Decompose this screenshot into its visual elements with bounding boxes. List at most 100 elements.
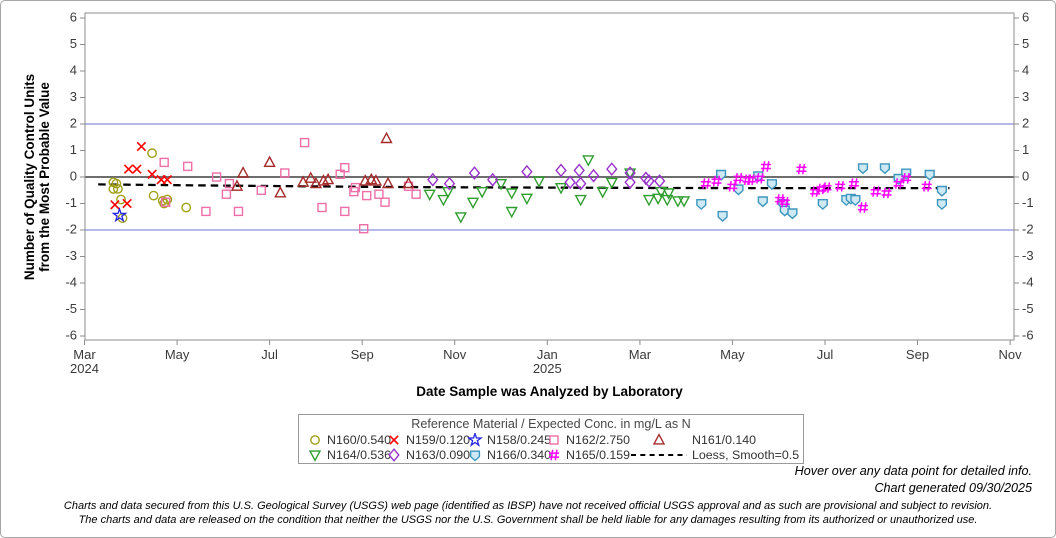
point-N165[interactable] xyxy=(760,161,771,172)
point-N164[interactable] xyxy=(423,189,436,202)
point-N161[interactable] xyxy=(274,186,287,198)
point-N164[interactable] xyxy=(532,176,546,188)
point-N162[interactable] xyxy=(350,182,361,193)
point-N165[interactable] xyxy=(742,174,753,186)
point-N161[interactable] xyxy=(380,131,393,144)
point-N161[interactable] xyxy=(304,171,317,183)
point-N159[interactable] xyxy=(110,200,120,210)
point-N160[interactable] xyxy=(147,148,158,159)
point-N165[interactable] xyxy=(921,180,932,192)
point-N165[interactable] xyxy=(835,180,846,192)
point-N165[interactable] xyxy=(779,196,790,208)
point-N165[interactable] xyxy=(893,178,904,189)
point-N164[interactable] xyxy=(605,177,618,190)
point-N164[interactable] xyxy=(437,194,450,207)
point-N162[interactable] xyxy=(380,197,390,207)
point-N162[interactable] xyxy=(211,172,222,182)
point-N163[interactable] xyxy=(606,162,618,176)
point-N166[interactable] xyxy=(936,185,948,197)
point-N163[interactable] xyxy=(624,166,636,180)
point-N162[interactable] xyxy=(340,206,350,217)
point-N166[interactable] xyxy=(733,184,744,196)
point-N165[interactable] xyxy=(711,175,722,187)
point-N162[interactable] xyxy=(159,157,169,168)
point-N163[interactable] xyxy=(486,172,499,187)
point-N163[interactable] xyxy=(643,174,655,188)
point-N163[interactable] xyxy=(564,175,576,190)
point-N166[interactable] xyxy=(817,199,828,211)
point-N166[interactable] xyxy=(757,196,768,208)
point-N162[interactable] xyxy=(362,190,372,201)
point-N162[interactable] xyxy=(224,178,235,189)
point-N166[interactable] xyxy=(779,205,790,217)
point-N165[interactable] xyxy=(745,174,756,186)
point-N164[interactable] xyxy=(494,179,508,191)
point-N160[interactable] xyxy=(108,183,119,194)
point-N160[interactable] xyxy=(181,202,192,213)
point-N165[interactable] xyxy=(700,178,711,189)
point-N162[interactable] xyxy=(233,206,244,217)
point-N161[interactable] xyxy=(369,174,383,186)
point-N162[interactable] xyxy=(280,168,290,178)
point-N164[interactable] xyxy=(654,187,668,199)
point-N165[interactable] xyxy=(821,182,832,193)
point-N164[interactable] xyxy=(454,212,467,224)
point-N158[interactable] xyxy=(111,206,128,223)
point-N164[interactable] xyxy=(623,168,637,180)
point-N164[interactable] xyxy=(582,155,595,167)
point-N160[interactable] xyxy=(116,194,126,205)
point-N162[interactable] xyxy=(256,185,266,196)
point-N161[interactable] xyxy=(263,155,276,167)
point-N166[interactable] xyxy=(696,199,707,211)
point-N166[interactable] xyxy=(924,169,935,181)
point-N160[interactable] xyxy=(148,190,159,201)
point-N165[interactable] xyxy=(881,187,892,199)
point-N164[interactable] xyxy=(642,194,656,207)
point-N159[interactable] xyxy=(162,174,173,185)
point-N164[interactable] xyxy=(520,193,534,206)
point-N159[interactable] xyxy=(147,169,157,180)
point-N166[interactable] xyxy=(879,163,891,175)
point-N164[interactable] xyxy=(574,194,587,207)
point-N162[interactable] xyxy=(374,189,384,199)
point-N163[interactable] xyxy=(521,164,533,179)
point-N163[interactable] xyxy=(587,168,600,183)
point-N165[interactable] xyxy=(796,163,807,175)
point-N162[interactable] xyxy=(221,189,232,199)
point-N162[interactable] xyxy=(160,197,171,207)
point-N163[interactable] xyxy=(624,175,636,190)
point-N162[interactable] xyxy=(201,206,211,217)
point-N164[interactable] xyxy=(651,193,665,206)
point-N161[interactable] xyxy=(381,176,395,189)
point-N160[interactable] xyxy=(159,198,170,209)
point-N166[interactable] xyxy=(936,199,948,211)
point-N163[interactable] xyxy=(468,166,481,180)
point-N165[interactable] xyxy=(870,186,881,197)
point-N160[interactable] xyxy=(111,178,122,189)
point-N163[interactable] xyxy=(653,174,666,188)
point-N166[interactable] xyxy=(857,163,869,175)
point-N165[interactable] xyxy=(754,172,765,184)
point-N161[interactable] xyxy=(402,176,415,189)
point-N160[interactable] xyxy=(113,183,123,194)
point-N163[interactable] xyxy=(427,172,439,187)
point-N161[interactable] xyxy=(309,176,323,189)
point-N159[interactable] xyxy=(122,198,132,209)
point-N165[interactable] xyxy=(858,202,868,213)
point-N164[interactable] xyxy=(505,188,518,200)
point-N163[interactable] xyxy=(555,163,567,178)
point-N159[interactable] xyxy=(132,164,142,174)
point-N164[interactable] xyxy=(466,197,480,210)
point-N166[interactable] xyxy=(787,208,798,220)
point-N162[interactable] xyxy=(359,223,369,234)
point-N163[interactable] xyxy=(443,176,456,191)
point-N161[interactable] xyxy=(317,174,330,186)
point-N164[interactable] xyxy=(505,206,518,219)
point-N161[interactable] xyxy=(321,172,335,185)
point-N164[interactable] xyxy=(662,188,675,200)
point-N159[interactable] xyxy=(136,141,147,152)
point-N164[interactable] xyxy=(475,187,489,199)
point-N159[interactable] xyxy=(123,164,134,174)
point-N161[interactable] xyxy=(236,166,250,178)
point-N165[interactable] xyxy=(727,180,738,192)
